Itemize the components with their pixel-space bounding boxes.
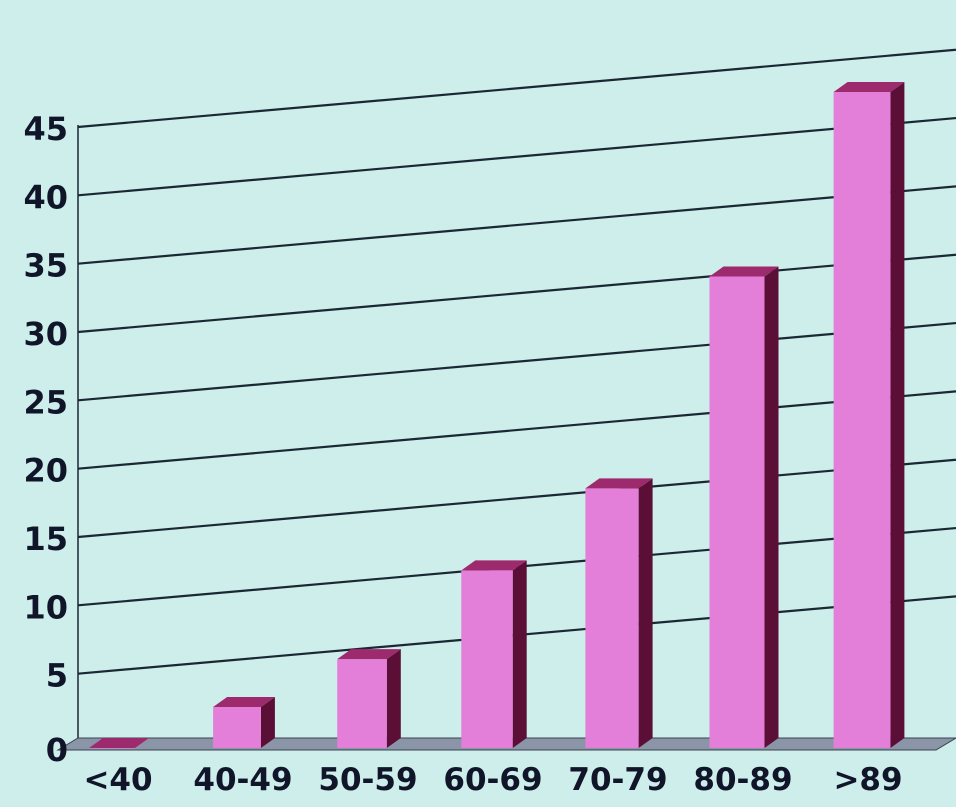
x-axis-ticks: <40 40-49 50-59 60-69 70-79 80-89 >89 [83,762,902,798]
bar-side [260,697,275,748]
gridlines [77,48,956,746]
bar [461,560,527,748]
y-tick-label: 45 [23,110,68,148]
bar-top [833,82,905,92]
y-tick-label: 20 [23,452,68,490]
gridline [77,458,956,539]
y-tick-label: 15 [23,520,68,558]
gridline [77,185,956,265]
bar-front [213,707,261,748]
gridline [77,48,956,129]
y-tick-label: 10 [23,588,68,626]
y-tick-label: 0 [46,731,68,769]
bar-top [585,478,653,489]
gridline [77,253,956,334]
bar-side [764,266,779,748]
bar-side [638,478,653,748]
bar-top [89,738,149,748]
y-tick-label: 40 [23,178,68,216]
bar-front [585,488,639,748]
x-tick-label: >89 [833,762,902,798]
bar [833,82,905,748]
x-tick-label: 40-49 [193,762,292,798]
bar-front [461,570,513,748]
bar-top [709,266,779,277]
bars [89,82,905,749]
x-tick-label: 80-89 [693,762,792,798]
bar-side [512,560,527,748]
bar [337,649,401,748]
bar-top [213,697,275,707]
y-tick-label: 5 [46,657,68,695]
bar-top [337,649,401,660]
x-tick-label: 70-79 [568,762,667,798]
bar-top [461,560,527,571]
x-tick-label: <40 [83,762,152,798]
bar-front [337,659,387,748]
bar [585,478,653,748]
gridline [77,116,956,197]
bar-front [833,92,891,748]
gridline [77,321,956,402]
bar-front [709,276,765,748]
bar [213,697,275,748]
bar-front [89,748,135,749]
x-tick-label: 50-59 [318,762,417,798]
y-axis-ticks: 0 5 10 15 20 25 30 35 40 45 [23,110,68,769]
y-tick-label: 35 [23,247,68,285]
bar-side [386,649,401,748]
bar [89,738,149,749]
bar-side [890,82,905,748]
gridline [77,390,956,470]
x-tick-label: 60-69 [443,762,542,798]
y-tick-label: 25 [23,383,68,421]
y-tick-label: 30 [23,315,68,353]
bar [709,266,779,748]
